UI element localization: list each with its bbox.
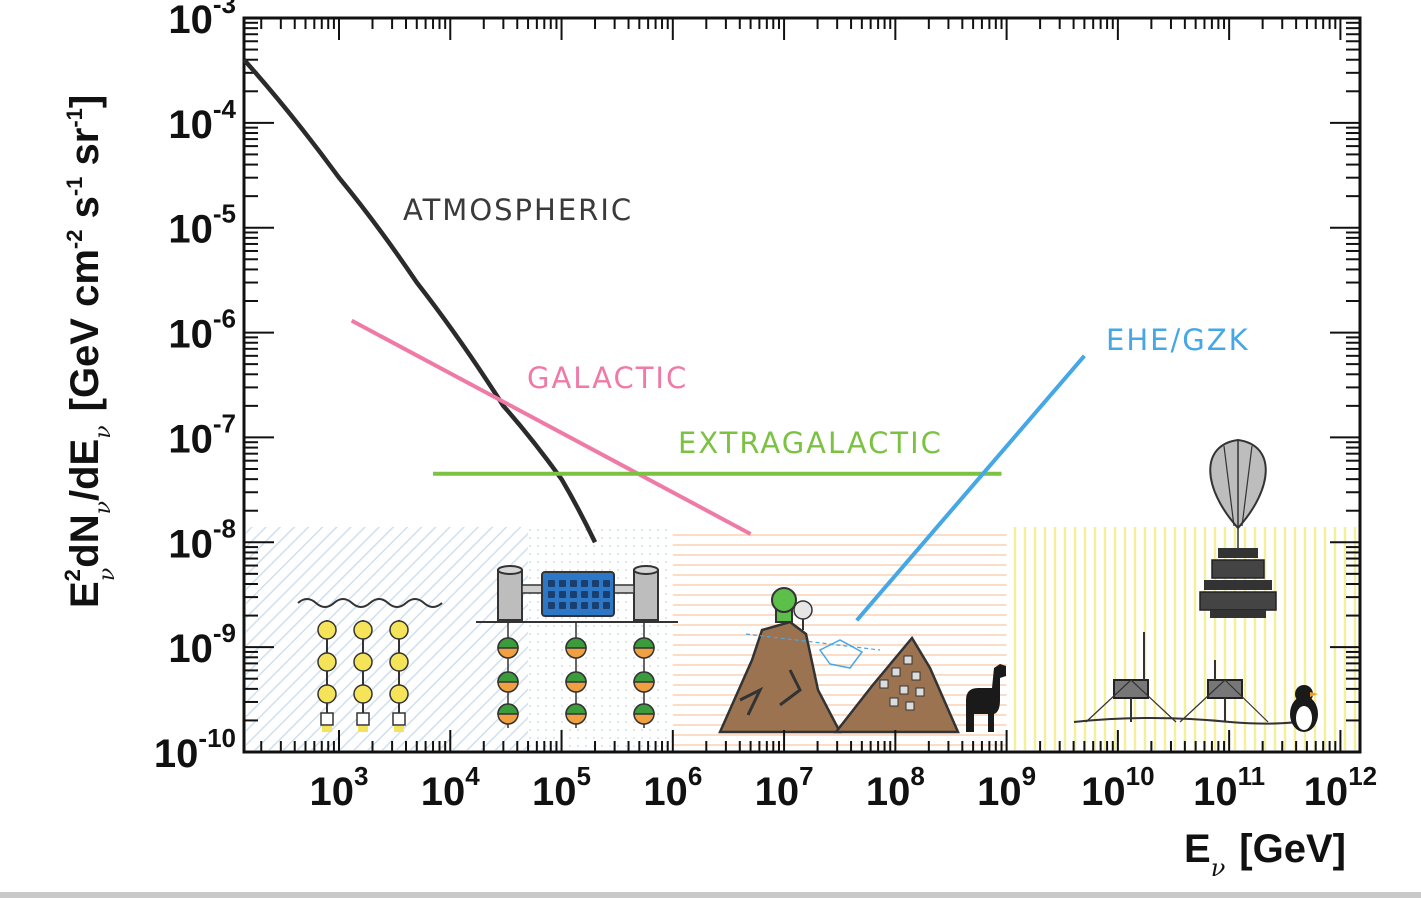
series-line-atmospheric [242,58,598,544]
x-tick-label: 106 [643,761,702,814]
x-tick-labels: 103 104 105 106 107 108 109 1010 1011 1012 [310,761,1378,814]
x-tick-label: 1012 [1304,761,1377,814]
y-tick-labels: 10-3 10-4 10-5 10-6 10-7 10-8 10-9 10-10 [154,0,237,776]
series-label-galactic: GALACTIC [527,361,688,395]
axis-ticks [244,17,1360,753]
y-tick-label: 10-4 [168,94,236,147]
series-line-galactic [350,318,752,536]
plot-frame [242,16,1362,754]
y-tick-label: 10-10 [154,723,236,776]
x-tick-label: 1011 [1193,761,1265,814]
balloon-detector-icon [1073,438,1318,732]
series-line-ehe-gzk [855,354,1086,622]
region-water-ice-detectors [246,526,529,750]
y-tick-label: 10-6 [168,304,236,357]
x-axis-label: Eν [GeV] [1184,827,1346,882]
icecube-detector-icon [476,565,678,728]
x-tick-label: 104 [421,761,481,814]
series-label-extragalactic: EXTRAGALACTIC [678,426,943,460]
x-tick-label: 1010 [1081,761,1154,814]
region-mountain-radio [672,526,1007,750]
water-detector-icon [297,598,443,732]
series-label-atmospheric: ATMOSPHERIC [403,193,633,227]
x-tick-label: 105 [532,761,591,814]
y-axis-label: E2 νdNν/dEν[GeV cm-2 s-1 sr-1] [60,95,120,608]
x-tick-label: 107 [755,761,814,814]
series-lines [242,58,1086,622]
x-tick-label: 108 [866,761,925,814]
mountain-detector-icon [718,587,1006,734]
y-tick-label: 10-8 [168,513,236,566]
y-tick-label: 10-9 [168,618,236,671]
y-tick-label: 10-7 [168,408,236,461]
x-tick-label: 103 [310,761,369,814]
detector-illustrations [297,438,1318,734]
y-tick-label: 10-3 [168,0,236,42]
series-label-ehe-gzk: EHE/GZK [1106,323,1250,357]
x-tick-label: 109 [977,761,1036,814]
window-bottom-edge [0,892,1421,898]
y-tick-label: 10-5 [168,199,236,252]
